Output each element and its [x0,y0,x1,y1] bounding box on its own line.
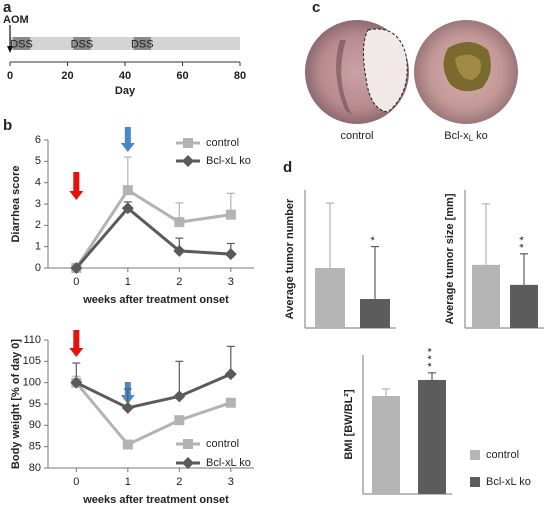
x-tick-label: 60 [176,70,188,82]
y-tick-label: 0 [35,262,41,274]
aom-arrow-head [7,46,13,53]
x-tick-label: 3 [228,276,234,288]
y-tick-label: 90 [29,419,41,431]
x-tick-label: 0 [73,476,79,488]
significance: * * * [426,347,438,367]
significance: * * [518,235,530,247]
arrow [69,330,84,357]
x-tick-label: 2 [176,276,182,288]
legend-label: control [206,438,239,450]
arrow [69,172,84,200]
y-tick-label: 110 [23,334,41,346]
marker [224,248,237,261]
x-axis-label: Day [115,85,136,97]
marker [183,439,193,449]
label-suffix: ko [476,130,488,142]
marker [174,415,185,426]
x-tick-label: 80 [234,70,246,82]
series-line [75,206,231,269]
dss-period [12,37,31,50]
marker [174,217,185,228]
legend-label: control [486,449,519,461]
x-tick-label: 0 [73,276,79,288]
series-line [75,372,232,410]
panel-label: d [283,159,292,176]
y-tick-label: 100 [23,377,41,389]
x-tick-label: 2 [176,476,182,488]
x-tick-label: 1 [125,476,131,488]
marker [122,185,133,196]
legend-swatch [470,450,480,460]
panel-label: b [3,117,12,134]
y-axis-label: Average tumor size [mm] [444,193,456,324]
marker [182,457,194,469]
y-tick-label: 95 [29,398,41,410]
y-tick-label: 2 [35,219,41,231]
marker [224,368,237,381]
label-main: Bcl-x [444,130,469,142]
marker [70,376,83,389]
bar [472,264,500,328]
marker [173,390,186,403]
bar [510,284,538,328]
annotation: AOM [3,14,29,26]
label-sub: L [469,134,474,143]
legend-label: Bcl-xL ko [486,476,531,488]
dss-period [133,37,151,50]
marker [183,138,193,148]
x-axis-label: weeks after treatment onset [82,294,229,306]
y-tick-label: 5 [35,155,41,167]
y-axis-label: Body weight [% of day 0] [10,339,22,470]
marker [173,244,186,257]
panel-label: a [3,0,12,16]
marker [122,439,133,450]
y-axis-label: Average tumor number [284,198,296,319]
x-axis-label: weeks after treatment onset [82,494,229,506]
dss-period [73,37,91,50]
y-tick-label: 6 [35,134,41,146]
bar [418,379,446,494]
y-axis-label: BMI [BW/BL²] [343,389,355,460]
bar [360,299,390,328]
y-tick-label: 85 [29,441,41,453]
legend-swatch [470,477,480,487]
series-line [75,188,232,269]
x-tick-label: 0 [7,70,13,82]
significance: * [369,236,381,241]
image-label: Bcl-xL ko [444,130,488,143]
arrow [120,127,135,152]
y-tick-label: 105 [23,355,41,367]
bar [372,395,400,494]
x-tick-label: 40 [119,70,131,82]
y-tick-label: 3 [35,198,41,210]
marker [121,202,134,215]
photo-ko [414,20,518,124]
dss-label: DSS [131,38,154,50]
y-tick-label: 1 [35,241,41,253]
marker [70,262,83,274]
dss-label: DSS [71,38,94,50]
y-tick-label: 4 [35,177,41,189]
photo-control [305,20,409,124]
legend-label: Bcl-xL ko [206,155,251,167]
y-tick-label: 80 [29,462,41,474]
dss-label: DSS [10,38,33,50]
x-tick-label: 3 [228,476,234,488]
timeline-bar [10,37,240,50]
marker [182,155,194,167]
panel-label: c [312,0,320,16]
x-tick-label: 20 [61,70,73,82]
legend-label: Bcl-xL ko [206,457,251,469]
series-line [75,381,232,447]
marker [225,209,236,220]
x-tick-label: 1 [125,276,131,288]
legend-label: control [206,137,239,149]
bar [315,267,345,328]
image-label: control [340,130,373,142]
marker [121,401,134,414]
y-axis-label: Diarrhea score [10,165,22,242]
marker [225,397,236,408]
